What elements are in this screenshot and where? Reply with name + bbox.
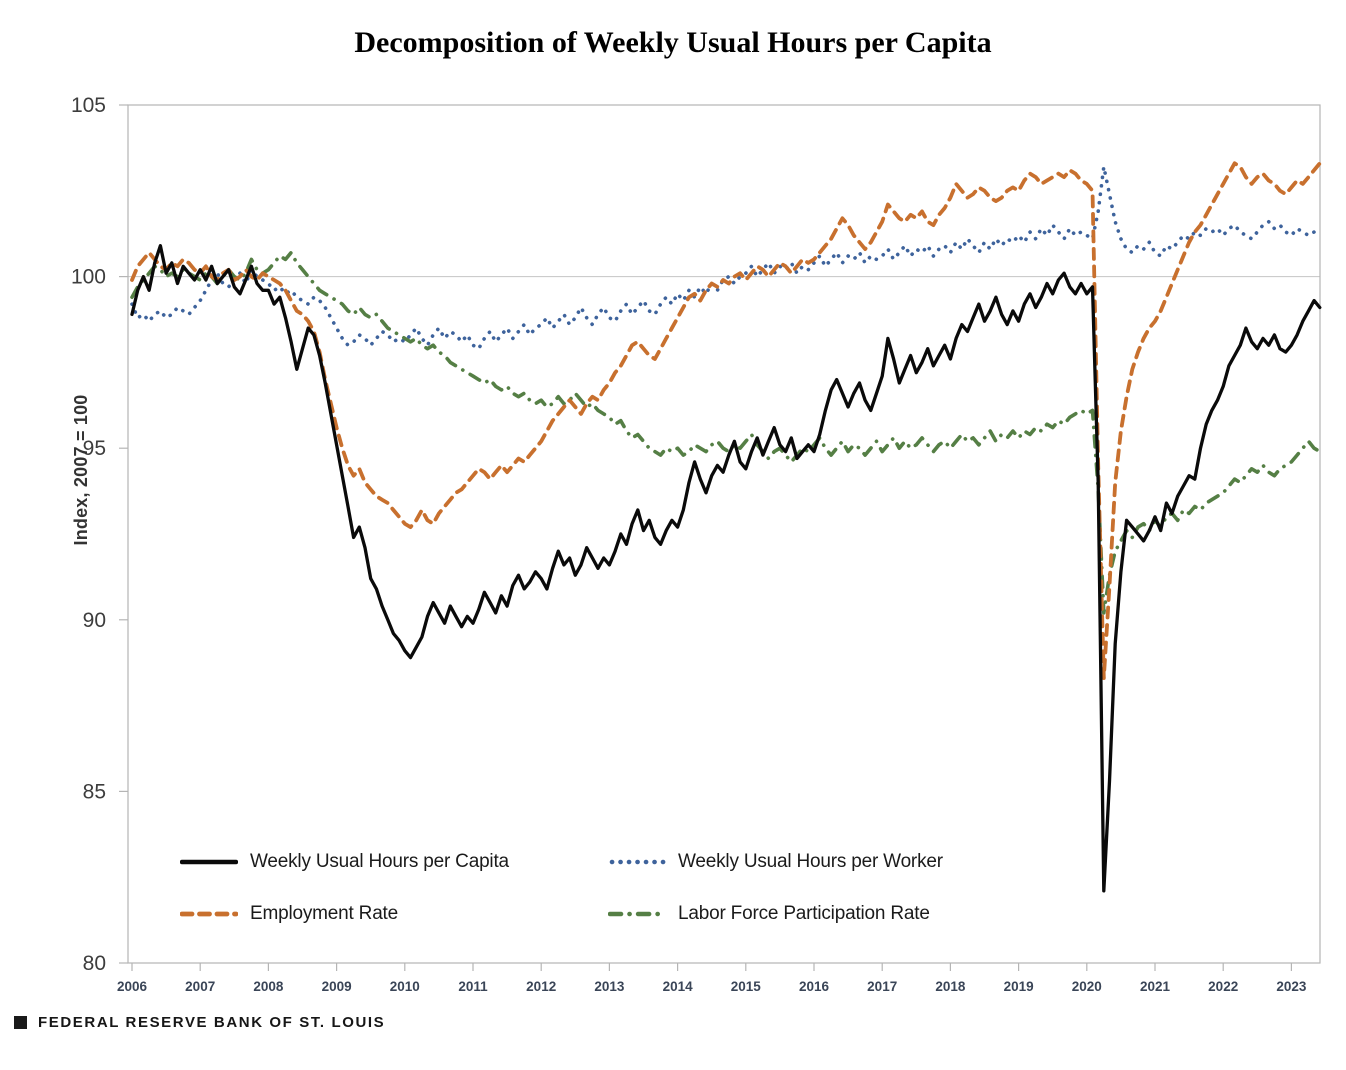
dotted-line-legend-icon: [609, 859, 666, 865]
y-tick-label: 105: [71, 94, 106, 117]
series-lfpr: [130, 250, 1322, 615]
x-tick-label: 2012: [526, 979, 556, 994]
legend-item-hours-per-worker: Weekly Usual Hours per Worker: [608, 849, 943, 875]
x-tick-label: 2016: [799, 979, 830, 994]
x-tick-label: 2013: [594, 979, 625, 994]
series-employment: [130, 161, 1322, 680]
legend-label: Employment Rate: [250, 903, 399, 924]
x-tick-label: 2019: [1004, 979, 1034, 994]
y-tick-label: 90: [83, 609, 106, 632]
x-tick-label: 2015: [731, 979, 762, 994]
page-title: Decomposition of Weekly Usual Hours per …: [354, 26, 992, 59]
x-tick-label: 2007: [185, 979, 215, 994]
x-tick-label: 2008: [253, 979, 284, 994]
legend-item-hours-per-capita: Weekly Usual Hours per Capita: [180, 849, 509, 875]
x-tick-label: 2021: [1140, 979, 1171, 994]
x-tick-label: 2017: [867, 979, 897, 994]
x-tick-label: 2010: [390, 979, 420, 994]
y-axis-title: Index, 2007 = 100: [71, 394, 92, 546]
legend-item-lfpr: Labor Force Participation Rate: [608, 901, 930, 927]
series-worker: [130, 165, 1322, 351]
legend-label: Labor Force Participation Rate: [678, 903, 930, 924]
x-tick-label: 2018: [935, 979, 966, 994]
x-tick-label: 2023: [1276, 979, 1307, 994]
legend-label: Weekly Usual Hours per Worker: [678, 851, 943, 872]
attribution-text: FEDERAL RESERVE BANK OF ST. LOUIS: [38, 1014, 386, 1031]
attribution-footer: FEDERAL RESERVE BANK OF ST. LOUIS: [14, 1014, 385, 1031]
x-tick-label: 2006: [117, 979, 148, 994]
legend-item-employment-rate: Employment Rate: [180, 901, 398, 927]
square-bullet-icon: [14, 1016, 27, 1029]
y-tick-label: 95: [83, 437, 106, 460]
plot-border: [127, 104, 1321, 964]
x-tick-label: 2011: [458, 979, 488, 994]
x-tick-label: 2014: [663, 979, 694, 994]
solid-line-legend-icon: [180, 859, 238, 865]
dashdot-line-legend-icon: [608, 911, 666, 917]
dashed-line-legend-icon: [180, 911, 238, 917]
x-tick-label: 2009: [322, 979, 352, 994]
y-tick-label: 85: [83, 780, 106, 803]
y-tick-label: 100: [71, 266, 106, 289]
series-capita: [130, 244, 1322, 893]
x-tick-label: 2022: [1208, 979, 1238, 994]
x-tick-label: 2020: [1072, 979, 1102, 994]
y-tick-label: 80: [83, 952, 106, 975]
legend-label: Weekly Usual Hours per Capita: [250, 851, 509, 872]
